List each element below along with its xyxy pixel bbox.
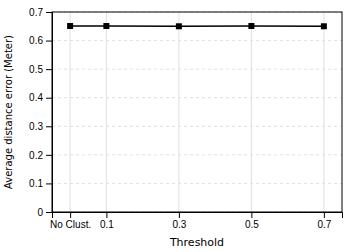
tick-mark [46, 12, 52, 13]
tick: 0 [37, 207, 52, 218]
tick-label: 0.2 [29, 150, 43, 161]
tick-mark [106, 212, 107, 218]
tick-mark [70, 212, 71, 218]
tick-label: 0.3 [172, 219, 186, 230]
marker [176, 23, 182, 29]
axis-line [46, 13, 53, 213]
tick-mark [46, 41, 52, 42]
grid-line-y [52, 126, 342, 127]
tick-label: 0.1 [100, 219, 114, 230]
grid [52, 12, 342, 212]
series [67, 23, 327, 29]
tick-label: 0.1 [29, 178, 43, 189]
tick: No Clust. [50, 212, 91, 230]
axis-line [53, 213, 343, 219]
tick: 0.2 [29, 150, 52, 161]
x-axis: No Clust. 0.1 0.3 0.5 0.7 [50, 212, 342, 230]
tick: 0.1 [29, 178, 52, 189]
tick-mark [46, 126, 52, 127]
tick: 0.1 [100, 212, 114, 230]
marker [67, 23, 73, 29]
tick: 0.4 [29, 92, 52, 103]
grid-line-y [52, 154, 342, 155]
tick-label: 0 [37, 207, 43, 218]
plot: No Clust. 0.1 0.3 0.5 0.7 0 0.1 0.2 0.3 0.4 0.5 0.6… [29, 7, 342, 230]
chart: No Clust. 0.1 0.3 0.5 0.7 0 0.1 0.2 0.3 0.4 0.5 0.6… [0, 0, 358, 252]
tick-label: 0.3 [29, 121, 43, 132]
tick-label: No Clust. [50, 219, 91, 230]
grid-line-x [106, 12, 107, 212]
tick-label: 0.6 [29, 35, 43, 46]
grid-line-x [178, 12, 179, 212]
plot-frame [52, 12, 342, 212]
tick: 0.6 [29, 35, 52, 46]
marker [248, 23, 254, 29]
grid-line-x [251, 12, 252, 212]
tick-label: 0.7 [29, 7, 43, 18]
tick-label: 0.5 [29, 64, 43, 75]
tick-mark [46, 183, 52, 184]
marker [321, 23, 327, 29]
tick-label: 0.7 [317, 219, 331, 230]
grid-line-y [52, 97, 342, 98]
tick-mark [46, 69, 52, 70]
tick: 0.5 [245, 212, 259, 230]
tick-mark [179, 212, 180, 218]
grid-line-y [52, 40, 342, 41]
grid-line-y [52, 183, 342, 184]
tick: 0.3 [172, 212, 186, 230]
tick-mark [46, 98, 52, 99]
grid-line-x [323, 12, 324, 212]
tick-mark [46, 212, 52, 213]
tick: 0.7 [29, 7, 52, 18]
grid-line-x [70, 12, 71, 212]
tick-mark [324, 212, 325, 218]
tick: 0.5 [29, 64, 52, 75]
tick: 0.7 [317, 212, 331, 230]
tick: 0.3 [29, 121, 52, 132]
tick-mark [251, 212, 252, 218]
tick-label: 0.5 [245, 219, 259, 230]
grid-line-y [52, 69, 342, 70]
tick-mark [46, 155, 52, 156]
marker [103, 23, 109, 29]
y-axis: 0 0.1 0.2 0.3 0.4 0.5 0.6 0.7 [29, 7, 52, 218]
x-axis-title: Threshold [169, 236, 224, 249]
y-axis-title: Average distance error (Meter) [3, 35, 14, 189]
tick-label: 0.4 [29, 92, 43, 103]
